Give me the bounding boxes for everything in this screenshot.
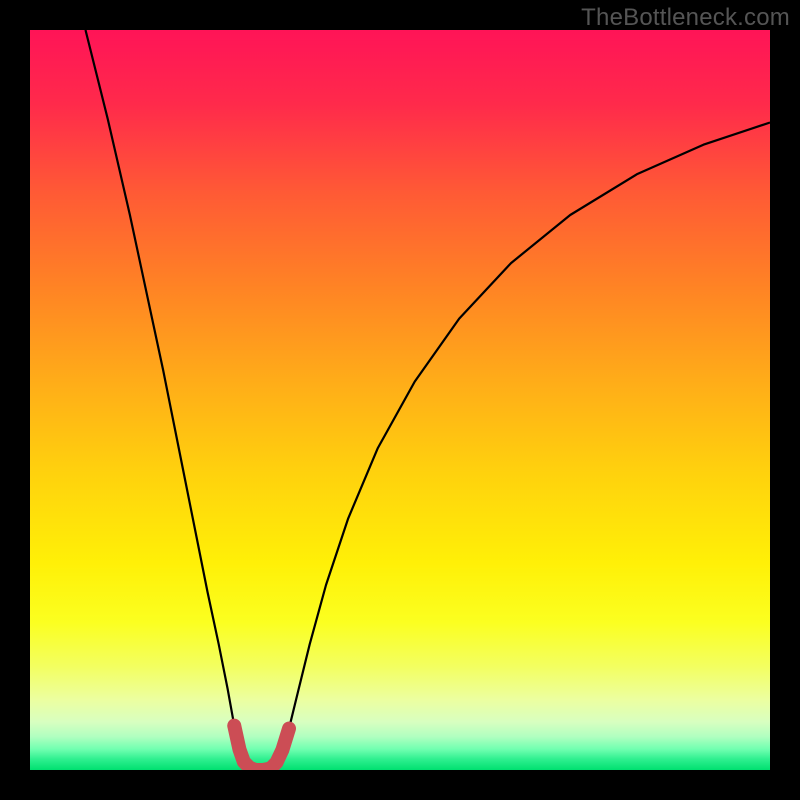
watermark-text: TheBottleneck.com xyxy=(581,4,790,32)
gradient-background xyxy=(30,30,770,770)
plot-area xyxy=(30,30,770,770)
chart-frame: TheBottleneck.com xyxy=(0,0,800,800)
plot-svg xyxy=(30,30,770,770)
